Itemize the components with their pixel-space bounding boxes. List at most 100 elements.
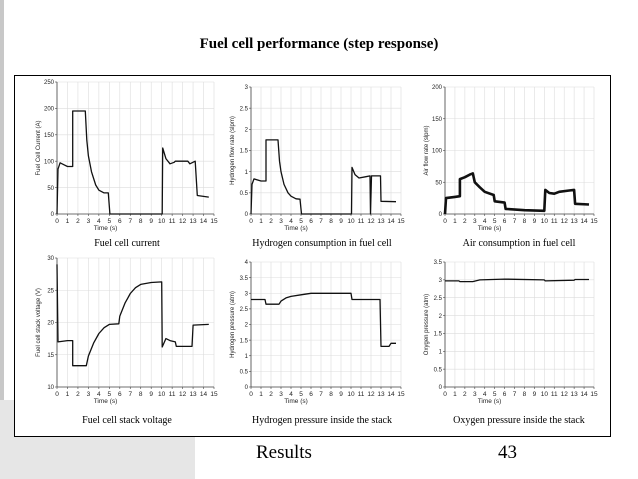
x-tick-label: 0 — [249, 391, 253, 398]
x-tick-label: 11 — [551, 391, 558, 398]
x-tick-label: 14 — [580, 218, 588, 225]
y-tick-label: 1.5 — [240, 149, 249, 155]
charts-container: 0 1 2 3 4 5 6 7 8 9 10 11 12 13 14 15 0 50 100 150 200 250 Tim… — [14, 75, 611, 442]
x-tick-label: 9 — [149, 218, 153, 225]
chart-caption: Air consumption in fuel cell — [463, 238, 576, 249]
x-tick-label: 14 — [387, 218, 395, 225]
chart-panel-6: 0 1 2 3 4 5 6 7 8 9 10 11 12 13 14 1500.511.522.533.5Ti… — [424, 260, 598, 426]
x-tick-label: 12 — [179, 218, 187, 225]
y-tick-label: 1 — [245, 170, 249, 176]
y-tick-label: 3 — [439, 278, 443, 284]
x-tick-label: 11 — [169, 218, 176, 225]
x-tick-label: 15 — [210, 218, 218, 225]
x-tick-label: 6 — [118, 218, 122, 225]
y-axis-label: Fuel cell stack voltage (V) — [36, 288, 42, 357]
x-axis-label: Time (s) — [284, 225, 308, 232]
x-tick-label: 9 — [339, 391, 343, 398]
x-tick-label: 3 — [87, 391, 91, 398]
x-tick-label: 10 — [541, 391, 549, 398]
y-tick-label: 1 — [245, 354, 249, 360]
y-tick-label: 0.5 — [434, 367, 443, 373]
x-tick-label: 14 — [200, 391, 208, 398]
x-tick-label: 0 — [249, 218, 253, 225]
x-tick-label: 6 — [503, 391, 507, 398]
x-tick-label: 10 — [347, 391, 355, 398]
x-tick-label: 9 — [339, 218, 343, 225]
chart-panel-1: 0 1 2 3 4 5 6 7 8 9 10 11 12 13 14 15050100150200250Tim… — [36, 80, 218, 249]
y-tick-label: 2 — [245, 323, 249, 329]
x-axis-label: Time (s) — [94, 398, 118, 405]
x-tick-label: 3 — [279, 218, 283, 225]
x-tick-label: 12 — [561, 391, 569, 398]
x-tick-label: 1 — [453, 391, 457, 398]
y-tick-label: 150 — [432, 117, 443, 123]
series-line — [250, 139, 397, 215]
x-tick-label: 9 — [149, 391, 153, 398]
y-tick-label: 100 — [44, 159, 55, 165]
series-line — [443, 172, 590, 215]
x-tick-label: 0 — [443, 391, 447, 398]
x-tick-label: 9 — [533, 391, 537, 398]
x-tick-label: 4 — [97, 218, 101, 225]
x-tick-label: 5 — [299, 391, 303, 398]
y-tick-label: 250 — [44, 80, 55, 86]
x-tick-label: 12 — [561, 218, 569, 225]
x-tick-label: 4 — [97, 391, 101, 398]
y-tick-label: 0 — [245, 385, 249, 391]
y-axis-label: Hydrogen flow rate (slpm) — [230, 116, 236, 185]
x-tick-label: 1 — [66, 218, 70, 225]
x-tick-label: 15 — [397, 218, 405, 225]
x-tick-label: 6 — [309, 391, 313, 398]
series-line — [445, 278, 589, 283]
x-tick-label: 10 — [158, 218, 166, 225]
x-tick-label: 0 — [55, 391, 59, 398]
y-tick-label: 15 — [47, 353, 54, 359]
x-tick-label: 3 — [473, 391, 477, 398]
x-tick-label: 13 — [377, 391, 385, 398]
x-tick-label: 4 — [483, 218, 487, 225]
y-tick-label: 0 — [439, 385, 443, 391]
x-tick-label: 9 — [533, 218, 537, 225]
chart-caption: Hydrogen pressure inside the stack — [252, 415, 392, 426]
chart-caption: Fuel cell stack voltage — [82, 415, 172, 426]
x-tick-label: 2 — [269, 391, 273, 398]
x-tick-label: 2 — [76, 391, 80, 398]
x-tick-label: 8 — [139, 218, 143, 225]
x-tick-label: 4 — [483, 391, 487, 398]
y-tick-label: 3.5 — [434, 260, 443, 266]
y-tick-label: 0 — [245, 212, 249, 218]
footer-section-label: Results — [256, 442, 312, 463]
x-tick-label: 1 — [259, 391, 263, 398]
x-tick-label: 14 — [387, 391, 395, 398]
x-tick-label: 11 — [551, 218, 558, 225]
x-tick-label: 8 — [523, 391, 527, 398]
y-tick-label: 4 — [245, 260, 249, 266]
x-tick-label: 2 — [463, 218, 467, 225]
y-tick-label: 3 — [245, 291, 249, 297]
y-tick-label: 1 — [439, 349, 443, 355]
x-tick-label: 13 — [571, 218, 579, 225]
x-tick-label: 7 — [319, 391, 323, 398]
y-tick-label: 2.5 — [240, 307, 249, 313]
y-tick-label: 2 — [245, 128, 249, 134]
y-tick-label: 2.5 — [240, 106, 249, 112]
x-tick-label: 10 — [347, 218, 355, 225]
x-tick-label: 15 — [210, 391, 218, 398]
y-axis-label: Hydrogen pressure (atm) — [230, 291, 236, 358]
slide-title: Fuel cell performance (step response) — [199, 36, 439, 52]
x-tick-label: 11 — [358, 218, 365, 225]
series-line — [251, 292, 396, 348]
y-axis-label: Air flow rate (slpm) — [424, 125, 430, 175]
x-tick-label: 13 — [571, 391, 579, 398]
x-tick-label: 3 — [279, 391, 283, 398]
x-tick-label: 3 — [473, 218, 477, 225]
x-tick-label: 4 — [289, 391, 293, 398]
x-axis-label: Time (s) — [94, 225, 118, 232]
x-tick-label: 7 — [513, 218, 517, 225]
x-tick-label: 6 — [118, 391, 122, 398]
x-tick-label: 1 — [66, 391, 70, 398]
x-tick-label: 15 — [397, 391, 405, 398]
x-tick-label: 8 — [139, 391, 143, 398]
y-tick-label: 3 — [245, 85, 249, 91]
